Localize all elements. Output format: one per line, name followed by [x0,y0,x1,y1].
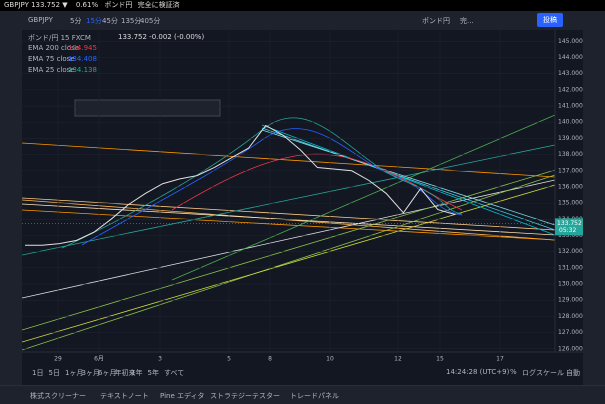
range-button[interactable]: 6ヶ月 [98,369,117,377]
time-axis-label: 15 [436,356,444,363]
right-sidebar [583,30,605,385]
price-axis-label: 141.000 [558,103,583,110]
price-axis-label: 142.000 [558,86,583,93]
legend-title: ポンド/円 15 FXCM [28,34,91,42]
range-button[interactable]: 年初来 [114,369,136,377]
price-axis-label: 126.000 [558,345,583,352]
ema-200-line [171,153,463,211]
title-name: ポンド円 [104,1,133,9]
bottom-tab[interactable]: ストラテジーテスター [210,392,280,400]
range-button[interactable]: すべて [164,369,185,377]
interval-button[interactable]: 45分 [102,17,118,25]
ema-25-line [61,117,463,249]
price-axis-label: 143.000 [558,70,583,77]
range-button[interactable]: 1年 [131,369,143,377]
price-axis-label: 131.000 [558,264,583,271]
log-toggle[interactable]: ログスケール [522,369,564,377]
time-axis-label: 8 [268,356,272,363]
watchlist[interactable]: ポンド円 [422,17,450,25]
title-symbol: GBPJPY 133.752 ▼ [4,1,68,9]
price-axis-label: 136.000 [558,183,583,190]
price-axis-label: 132.000 [558,248,583,255]
title-status: 完全に検証済 [137,1,180,9]
range-button[interactable]: 5年 [147,369,159,377]
last-price-label: 133.752 [557,220,582,227]
indicator-value: 134.408 [68,55,97,63]
interval-button[interactable]: 135分 [121,17,142,25]
bottom-tab[interactable]: 株式スクリーナー [30,392,86,400]
price-axis-label: 140.000 [558,119,583,126]
indicator-value: 134.138 [68,66,97,74]
title-change: 0.61% [75,1,99,9]
indicator-name: EMA 200 close [28,44,80,52]
price-axis-label: 144.000 [558,54,583,61]
price-axis-label: 137.000 [558,167,583,174]
price-axis-label: 127.000 [558,329,583,336]
time-axis-label: 3 [158,356,162,363]
price-axis-label: 130.000 [558,281,583,288]
time-axis-label: 29 [54,356,62,363]
time-axis-label: 17 [496,356,504,363]
indicator-name: EMA 25 close [28,66,75,74]
time-axis-label: 6月 [94,356,104,363]
indicator-name: EMA 75 close [28,55,75,63]
range-button[interactable]: 1ヶ月 [65,369,84,377]
last-price-tag [555,218,583,236]
range-button[interactable]: 5日 [48,369,60,377]
left-toolbar [0,11,22,385]
price-axis-label: 145.000 [558,38,583,45]
bottom-tabs: 株式スクリーナー テキストノート Pine エディタ ストラテジーテスター トレードパネ… [0,385,605,404]
price-axis-label: 128.000 [558,313,583,320]
clock: 14:24:28 (UTC+9) [446,368,510,376]
price-axis-label: 139.000 [558,135,583,142]
time-axis-label: 12 [394,356,402,363]
symbol-search[interactable]: GBPJPY [28,16,53,24]
publish-button[interactable]: 投稿 [537,13,563,27]
countdown-label: 05:32 [559,227,576,234]
ema-75-line [81,128,463,246]
price-axis-label: 129.000 [558,297,583,304]
time-axis-label: 5 [227,356,231,363]
indicator-value: 134.945 [68,44,97,52]
interval-button[interactable]: 5分 [70,17,82,25]
drawing-toolbar [74,99,221,117]
auto-toggle[interactable]: 自動 [566,369,580,377]
chart: 126.000 127.000 128.000 129.000 130.000 131.0… [22,30,583,363]
bottom-tab[interactable]: Pine エディタ [160,392,205,400]
legend-quote: 133.752 -0.002 (-0.00%) [118,33,205,41]
price-axis-label: 138.000 [558,151,583,158]
price-axis-label: 135.000 [558,200,583,207]
bottom-tab[interactable]: テキストノート [100,392,149,400]
interval-button[interactable]: 405分 [140,17,161,25]
window-title-bar: GBPJPY 133.752 ▼ 0.61% ポンド円 完全に検証済 [0,0,605,11]
range-button[interactable]: 3ヶ月 [81,369,100,377]
percent-toggle[interactable]: % [510,368,517,376]
top-toolbar: GBPJPY ポンド円 完... 投稿 5分 15分 45分 135分 405分 [22,11,605,30]
price-line [25,124,456,246]
interval-button[interactable]: 15分 [86,17,102,25]
layout[interactable]: 完... [460,17,474,25]
price-axis-label: 133.000 [558,232,583,239]
trend-lines [22,114,556,351]
time-axis-label: 10 [326,356,334,363]
range-button[interactable]: 1日 [32,369,44,377]
bottom-tab[interactable]: トレードパネル [290,392,339,400]
